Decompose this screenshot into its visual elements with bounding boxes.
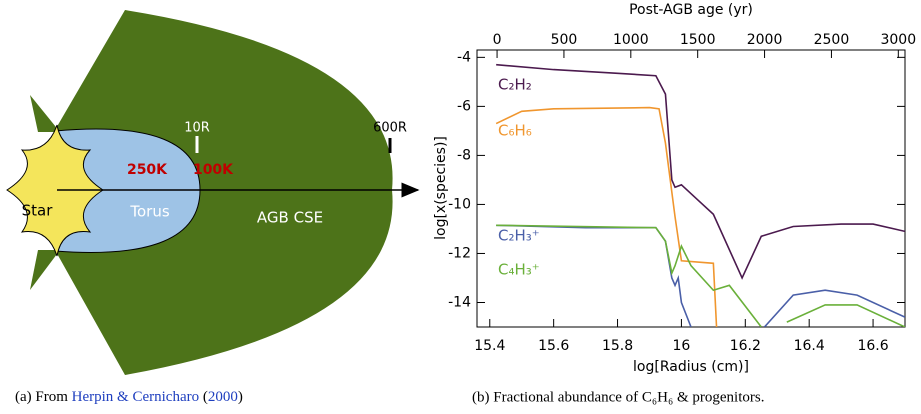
x2-tick-label: 2500 xyxy=(814,32,850,48)
y-axis-title: log[x(species)] xyxy=(433,136,449,240)
x-tick-label: 16.4 xyxy=(794,338,825,354)
page: 10R 600R 250K 100K Star Torus AGB CSE (a… xyxy=(0,0,921,414)
plot-frame xyxy=(477,50,905,327)
figure: 10R 600R 250K 100K Star Torus AGB CSE (a… xyxy=(0,0,921,414)
label: Star xyxy=(22,202,54,220)
x-tick-label: 16 xyxy=(673,338,691,354)
cse-wedge xyxy=(30,95,60,132)
x2-axis-title: Post-AGB age (yr) xyxy=(629,2,753,18)
caption: (a) From Herpin & Cernicharo (2000) xyxy=(15,389,243,405)
x2-tick-label: 2000 xyxy=(747,32,783,48)
caption: (b) Fractional abundance of C₆H₆ & proge… xyxy=(472,389,764,405)
cse-wedge xyxy=(30,250,60,290)
legend-label: C₂H₃⁺ xyxy=(498,227,540,245)
caption-part: (a) From xyxy=(15,389,72,405)
x2-tick-label: 1500 xyxy=(680,32,716,48)
y-tick-label: -12 xyxy=(448,245,471,261)
x2-tick-label: 0 xyxy=(493,32,502,48)
y-tick-label: -10 xyxy=(448,196,471,212)
plot: 15.4 15.6 15.8 16 16.2 16.4 16.6 0 500 1000 1500 20… xyxy=(448,32,916,354)
x2-tick-label: 500 xyxy=(551,32,578,48)
label: Torus xyxy=(129,203,169,221)
label: 600R xyxy=(373,121,407,136)
label: 10R xyxy=(184,121,210,136)
legend-label: C₆H₆ xyxy=(498,122,532,140)
y-tick-label: -8 xyxy=(457,147,471,163)
legend-label: C₄H₃⁺ xyxy=(498,261,540,279)
series-line xyxy=(496,65,905,278)
caption-part: ) xyxy=(238,389,243,405)
y-tick-label: -4 xyxy=(457,49,471,65)
caption-part: ( xyxy=(199,389,208,405)
x2-tick-label: 1000 xyxy=(613,32,649,48)
x-tick-label: 15.8 xyxy=(602,338,633,354)
citation-link[interactable]: Herpin & Cernicharo xyxy=(72,389,199,405)
diagram: 10R 600R 250K 100K Star Torus AGB CSE xyxy=(7,10,418,375)
series-line xyxy=(496,225,905,327)
y-tick-label: -6 xyxy=(457,98,471,114)
citation-link[interactable]: 2000 xyxy=(208,389,238,405)
x-tick-label: 15.6 xyxy=(538,338,569,354)
legend-label: C₂H₂ xyxy=(498,76,532,94)
series-line xyxy=(496,108,716,327)
label: 100K xyxy=(193,162,234,178)
y-tick-label: -14 xyxy=(448,294,471,310)
label: AGB CSE xyxy=(257,209,323,227)
x-tick-label: 16.2 xyxy=(730,338,761,354)
x-axis-title: log[Radius (cm)] xyxy=(633,359,749,375)
x-tick-label: 16.6 xyxy=(857,338,888,354)
label: 250K xyxy=(127,162,168,178)
x2-tick-label: 3000 xyxy=(880,32,916,48)
x-tick-label: 15.4 xyxy=(474,338,505,354)
